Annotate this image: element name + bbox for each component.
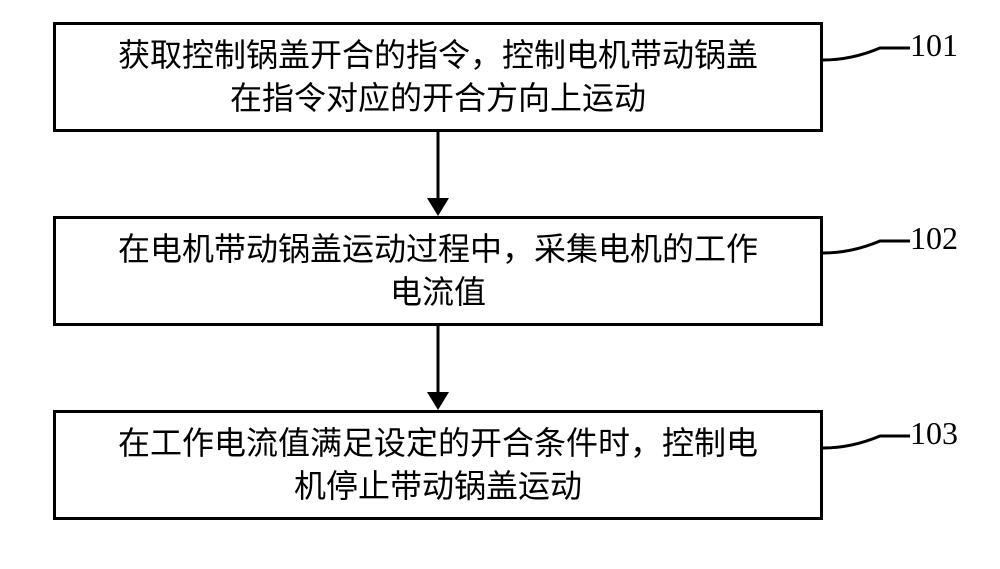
flowchart-arrow xyxy=(418,324,458,412)
flowchart-node-text: 在工作电流值满足设定的开合条件时，控制电 机停止带动锅盖运动 xyxy=(118,422,758,508)
step-label: 101 xyxy=(910,27,958,64)
flowchart-node-text: 获取控制锅盖开合的指令，控制电机带动锅盖 在指令对应的开合方向上运动 xyxy=(118,34,758,120)
flowchart-node: 在工作电流值满足设定的开合条件时，控制电 机停止带动锅盖运动 xyxy=(53,410,823,520)
flowchart-node-text: 在电机带动锅盖运动过程中，采集电机的工作 电流值 xyxy=(118,228,758,314)
flowchart-node: 获取控制锅盖开合的指令，控制电机带动锅盖 在指令对应的开合方向上运动 xyxy=(53,22,823,132)
step-label: 102 xyxy=(910,220,958,257)
flowchart-arrow xyxy=(418,130,458,218)
flowchart-node: 在电机带动锅盖运动过程中，采集电机的工作 电流值 xyxy=(53,216,823,326)
label-connector xyxy=(813,231,920,263)
label-connector xyxy=(813,426,920,458)
flowchart-canvas: 获取控制锅盖开合的指令，控制电机带动锅盖 在指令对应的开合方向上运动 101 在电机… xyxy=(0,0,1000,569)
step-label: 103 xyxy=(910,415,958,452)
label-connector xyxy=(813,38,920,70)
